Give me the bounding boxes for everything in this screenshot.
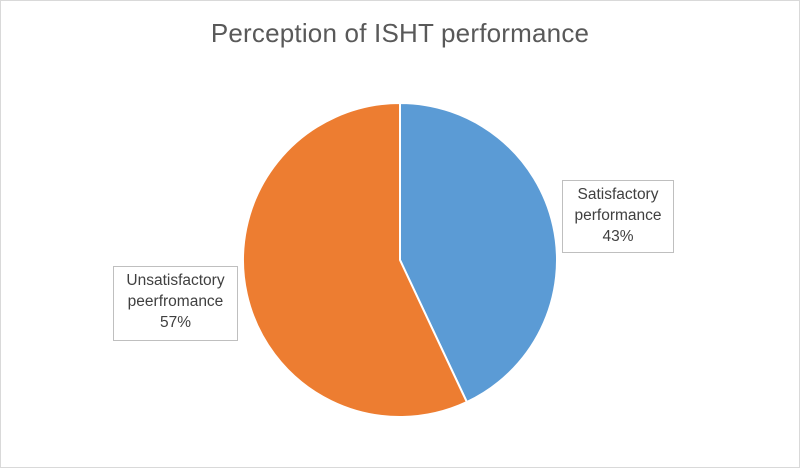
data-label-satisfactory: Satisfactory performance 43% bbox=[562, 180, 674, 253]
data-label-name-line1: Satisfactory bbox=[577, 186, 659, 203]
pie-slices bbox=[242, 102, 558, 418]
data-label-name-line2: performance bbox=[574, 207, 662, 224]
data-label-percent: 43% bbox=[602, 228, 634, 245]
data-label-unsatisfactory: Unsatisfactory peerfromance 57% bbox=[113, 266, 238, 341]
data-label-name-line2: peerfromance bbox=[127, 293, 224, 310]
data-label-percent: 57% bbox=[159, 314, 192, 331]
data-label-name-line1: Unsatisfactory bbox=[126, 272, 225, 289]
pie-slice-satisfactory bbox=[399, 102, 558, 404]
pie-slice-unsatisfactory bbox=[242, 102, 468, 418]
chart-title: Perception of ISHT performance bbox=[210, 18, 590, 48]
